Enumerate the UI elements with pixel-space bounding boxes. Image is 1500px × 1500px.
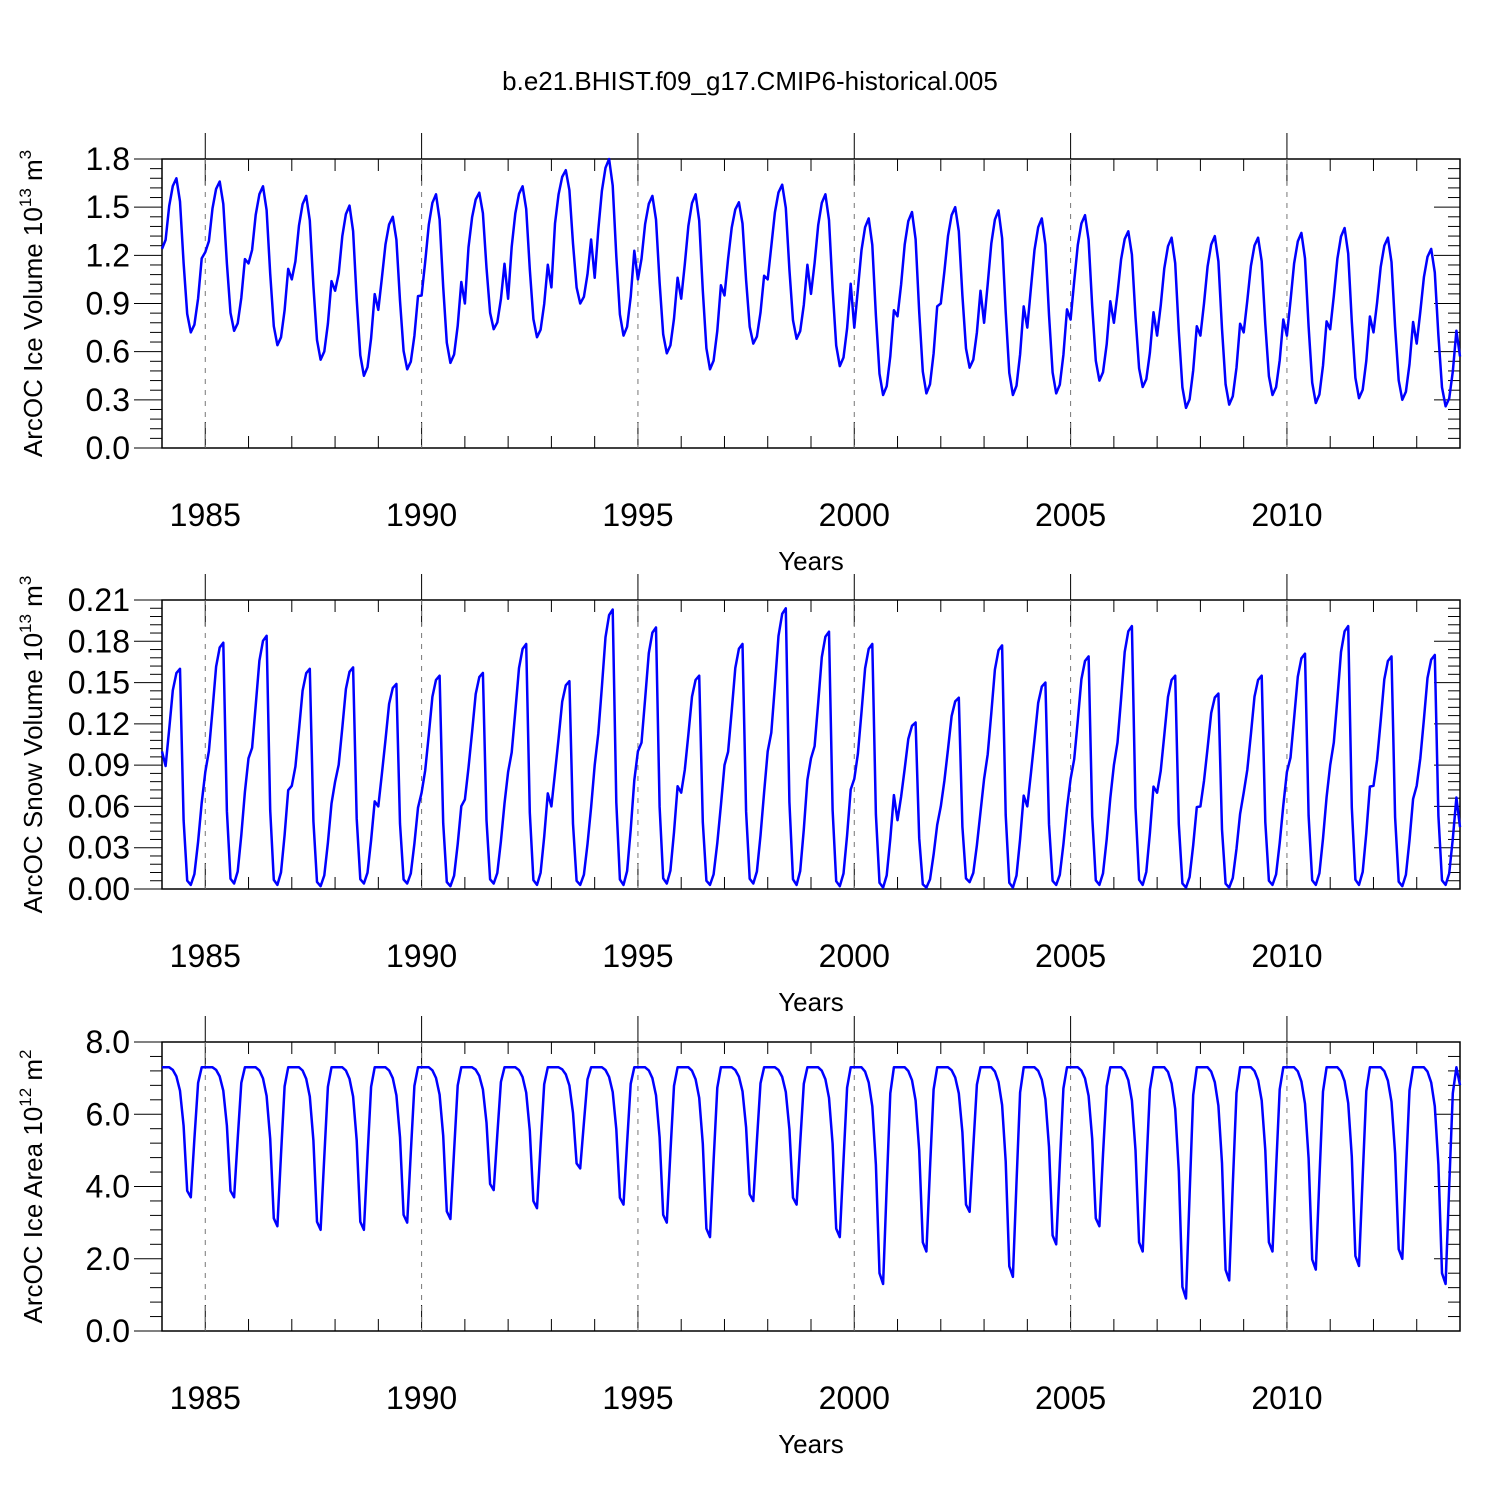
y-tick-label: 0.06 (68, 788, 130, 824)
figure-title: b.e21.BHIST.f09_g17.CMIP6-historical.005 (502, 66, 998, 96)
panel-2: 1985 1990 1995 2000 2005 2010 0.00 0.03 0.06 0.09… (16, 574, 1462, 1017)
y-tick-label: 4.0 (86, 1169, 130, 1205)
plot-frame (161, 599, 1461, 890)
x-tick-label: 2005 (1035, 497, 1106, 533)
panel-1: 1985 1990 1995 2000 2005 2010 0.0 0.3 0.6 0.9 1.2 1… (16, 133, 1462, 576)
y-axis-label: ArcOC Ice Area 1012 m2 (16, 1049, 48, 1323)
x-axis-label: Years (778, 546, 844, 576)
y-tick-label: 8.0 (86, 1024, 130, 1060)
y-tick-label: 1.8 (86, 141, 130, 177)
y-tick-label: 1.2 (86, 237, 130, 273)
x-tick-label: 1995 (602, 938, 673, 974)
x-tick-label: 1995 (602, 497, 673, 533)
x-tick-label: 2010 (1251, 938, 1322, 974)
series-line (162, 1066, 1462, 1300)
y-tick-label: 0.6 (86, 334, 130, 370)
y-tick-label: 0.00 (68, 871, 130, 907)
y-tick-label: 0.09 (68, 747, 130, 783)
x-tick-label: 1990 (386, 938, 457, 974)
y-tick-label: 0.3 (86, 382, 130, 418)
y-tick-label: 0.9 (86, 286, 130, 322)
y-tick-label: 6.0 (86, 1096, 130, 1132)
y-tick-label: 1.5 (86, 189, 130, 225)
y-tick-label: 0.0 (86, 1313, 130, 1349)
y-tick-label: 0.03 (68, 830, 130, 866)
y-tick-label: 0.0 (86, 430, 130, 466)
y-tick-label: 0.12 (68, 706, 130, 742)
x-tick-label: 2010 (1251, 497, 1322, 533)
x-tick-label: 2005 (1035, 1380, 1106, 1416)
x-tick-label: 2000 (819, 1380, 890, 1416)
x-tick-label: 1995 (602, 1380, 673, 1416)
x-tick-label: 1990 (386, 1380, 457, 1416)
x-tick-label: 2005 (1035, 938, 1106, 974)
x-tick-label: 2000 (819, 938, 890, 974)
panel-3: 1985 1990 1995 2000 2005 2010 0.0 2.0 4.0 6.0 8.0 Y… (16, 1016, 1462, 1459)
x-tick-label: 1990 (386, 497, 457, 533)
x-axis-label: Years (778, 1429, 844, 1459)
y-tick-label: 0.21 (68, 582, 130, 618)
x-tick-label: 2000 (819, 497, 890, 533)
y-tick-label: 0.18 (68, 623, 130, 659)
series-line (160, 607, 1462, 889)
y-axis-label: ArcOC Snow Volume 1013 m3 (16, 576, 48, 914)
x-tick-label: 2010 (1251, 1380, 1322, 1416)
plot-frame (161, 1041, 1461, 1332)
series-line (160, 157, 1462, 410)
y-tick-label: 2.0 (86, 1241, 130, 1277)
x-axis-label: Years (778, 987, 844, 1017)
y-tick-label: 0.15 (68, 665, 130, 701)
x-tick-label: 1985 (170, 938, 241, 974)
x-tick-label: 1985 (170, 1380, 241, 1416)
y-axis-label: ArcOC Ice Volume 1013 m3 (16, 150, 48, 457)
x-tick-label: 1985 (170, 497, 241, 533)
